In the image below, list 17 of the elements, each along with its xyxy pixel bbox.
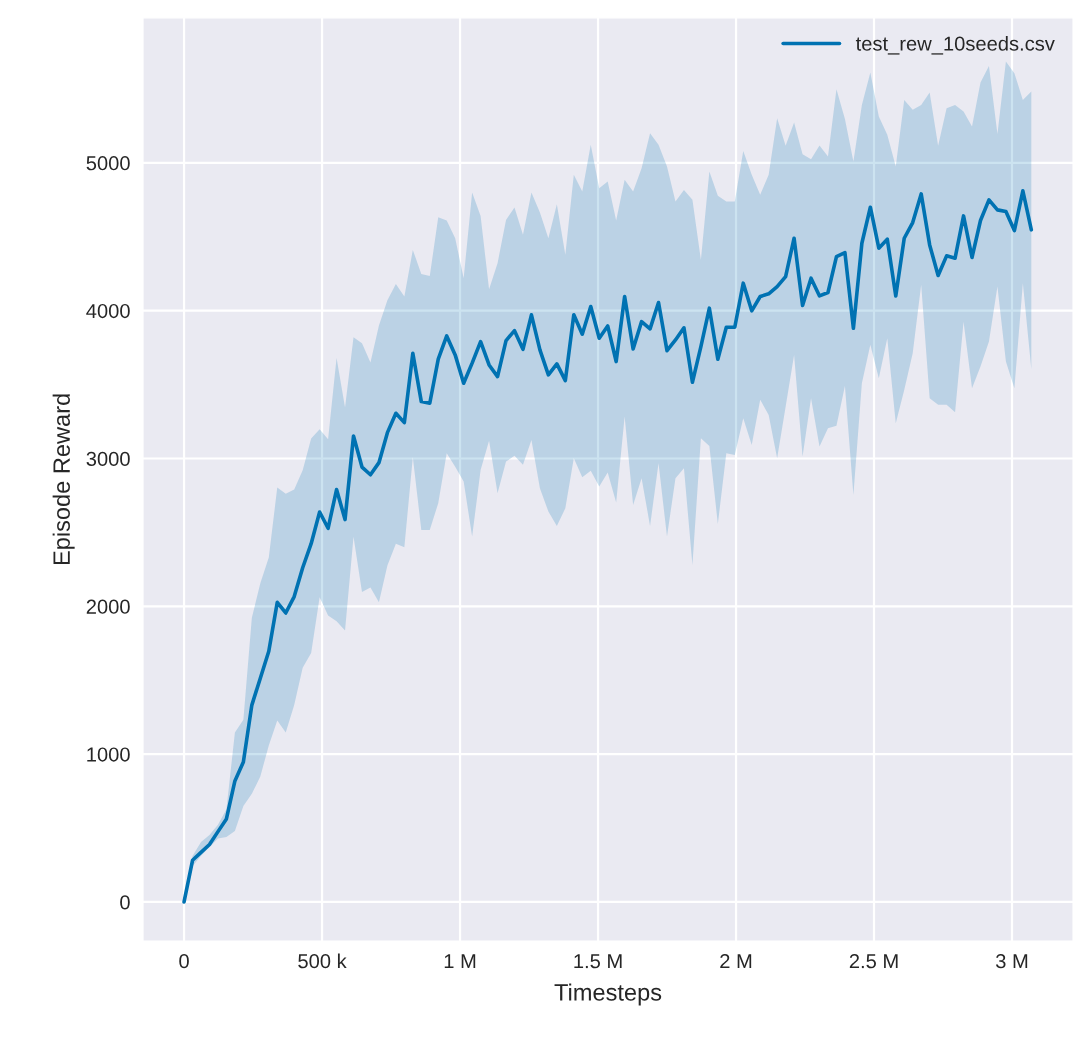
x-tick-label: 0 bbox=[179, 954, 189, 969]
y-axis-title: Episode Reward bbox=[52, 394, 75, 565]
x-tick-label: 1.5 M bbox=[574, 954, 622, 969]
y-tick-label: 1000 bbox=[87, 747, 130, 762]
x-tick-label: 3 M bbox=[995, 954, 1028, 969]
x-tick-label: 500 k bbox=[298, 953, 347, 969]
y-tick-label: 3000 bbox=[86, 451, 130, 467]
x-axis-title: Timesteps bbox=[554, 983, 662, 1006]
line-series bbox=[182, 188, 1034, 904]
y-tick-label: 2000 bbox=[86, 599, 130, 614]
legend-label: test_rew_10seeds.csv bbox=[855, 35, 1055, 55]
x-tick-label: 2.5 M bbox=[849, 954, 898, 969]
y-tick-label: 4000 bbox=[86, 303, 130, 319]
x-tick-label: 1 M bbox=[444, 954, 476, 969]
y-tick-label: 0 bbox=[120, 895, 130, 910]
x-tick-label: 2 M bbox=[720, 954, 752, 969]
y-tick-label: 5000 bbox=[86, 156, 130, 171]
